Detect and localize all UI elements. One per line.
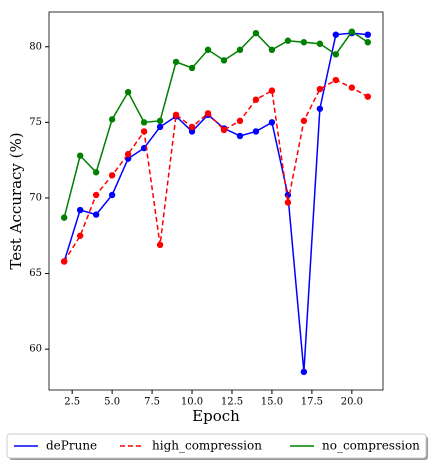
legend-label: no_compression bbox=[322, 439, 420, 453]
data-point bbox=[204, 110, 212, 117]
data-point bbox=[252, 96, 260, 103]
data-point bbox=[284, 37, 292, 44]
data-point bbox=[60, 214, 68, 221]
data-point bbox=[236, 132, 244, 140]
plot-frame bbox=[48, 11, 384, 391]
series-line bbox=[63, 30, 369, 218]
data-point bbox=[156, 241, 164, 249]
data-point bbox=[300, 39, 308, 46]
x-tick-label: 10.0 bbox=[181, 397, 203, 408]
data-point bbox=[172, 58, 180, 66]
data-point bbox=[92, 169, 100, 176]
legend-label: dePrune bbox=[46, 439, 97, 453]
data-point bbox=[236, 46, 244, 53]
data-point bbox=[172, 111, 180, 119]
data-point bbox=[300, 117, 308, 125]
y-tick-label: 70 bbox=[29, 192, 42, 203]
x-tick-label: 2.5 bbox=[64, 397, 80, 408]
data-point bbox=[92, 211, 100, 218]
data-point bbox=[364, 31, 372, 38]
x-tick-label: 15.0 bbox=[261, 397, 283, 408]
data-point bbox=[188, 64, 196, 72]
data-point bbox=[204, 46, 212, 53]
data-point bbox=[332, 76, 340, 84]
data-point bbox=[108, 116, 116, 123]
data-point bbox=[364, 39, 372, 46]
data-point bbox=[300, 368, 308, 376]
data-point bbox=[124, 150, 132, 158]
data-point bbox=[268, 87, 276, 94]
data-point bbox=[268, 46, 276, 53]
data-point bbox=[156, 123, 164, 131]
x-axis-label: Epoch bbox=[192, 407, 240, 425]
data-point bbox=[332, 31, 340, 38]
x-tick-label: 7.5 bbox=[144, 397, 160, 408]
data-point bbox=[348, 28, 356, 35]
x-tick-label: 17.5 bbox=[301, 397, 323, 408]
data-point bbox=[92, 191, 100, 199]
data-point bbox=[316, 40, 324, 47]
data-point bbox=[76, 206, 84, 214]
legend-box bbox=[6, 433, 427, 459]
y-tick-label: 65 bbox=[29, 268, 42, 279]
series-line bbox=[63, 32, 368, 372]
data-point bbox=[268, 119, 276, 126]
data-point bbox=[140, 119, 148, 126]
data-point bbox=[252, 128, 260, 135]
data-point bbox=[188, 123, 196, 131]
data-point bbox=[348, 84, 356, 91]
data-point bbox=[76, 152, 84, 159]
data-point bbox=[76, 232, 84, 239]
data-point bbox=[108, 172, 116, 179]
data-point bbox=[140, 128, 148, 135]
data-point bbox=[316, 85, 324, 93]
y-tick-label: 80 bbox=[29, 41, 42, 52]
data-point bbox=[316, 105, 324, 112]
y-tick-label: 60 bbox=[29, 344, 42, 355]
data-point bbox=[236, 117, 244, 125]
data-point bbox=[188, 128, 196, 135]
data-point bbox=[220, 57, 228, 64]
y-tick-label: 75 bbox=[29, 117, 42, 128]
legend-label: high_compression bbox=[152, 439, 262, 453]
x-tick-label: 5.0 bbox=[104, 397, 120, 408]
data-point bbox=[332, 51, 340, 58]
data-point bbox=[252, 29, 260, 37]
data-point bbox=[364, 93, 372, 100]
data-point bbox=[220, 126, 228, 134]
data-point bbox=[60, 258, 68, 265]
series-line bbox=[63, 79, 369, 262]
x-tick-label: 12.5 bbox=[221, 397, 243, 408]
data-point bbox=[108, 191, 116, 199]
data-point bbox=[284, 199, 292, 206]
data-point bbox=[124, 88, 132, 96]
y-axis-label: Test Accuracy (%) bbox=[7, 132, 25, 269]
data-point bbox=[156, 117, 164, 125]
x-tick-label: 20.0 bbox=[341, 397, 363, 408]
